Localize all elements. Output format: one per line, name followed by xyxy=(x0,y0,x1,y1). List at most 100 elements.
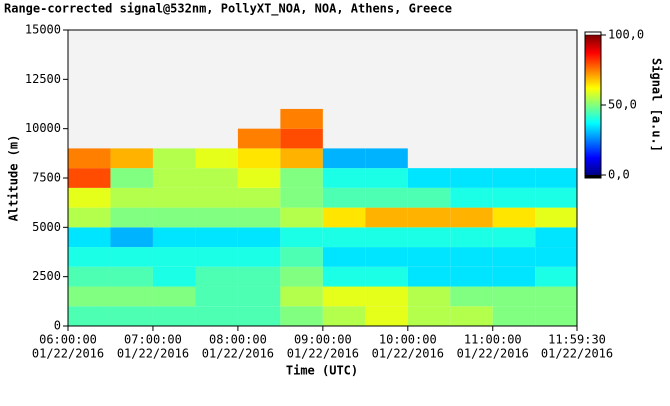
heatmap-cell xyxy=(68,168,111,188)
colorbar-step xyxy=(585,171,601,174)
heatmap-cell xyxy=(195,286,238,307)
colorbar-step xyxy=(585,57,601,60)
y-axis-label: Altitude (m) xyxy=(7,135,21,222)
heatmap-cell xyxy=(237,128,281,149)
x-tick-label: 09:00:00 xyxy=(294,333,352,347)
x-tick-date: 01/22/2016 xyxy=(541,347,613,361)
colorbar-step xyxy=(585,87,601,90)
colorbar-step xyxy=(585,159,601,162)
colorbar-tick-label: 0,0 xyxy=(608,168,630,182)
heatmap-cell xyxy=(110,247,153,267)
heatmap-cell xyxy=(365,148,408,169)
colorbar-tick-label: 50,0 xyxy=(608,98,637,112)
heatmap-cell xyxy=(322,286,366,307)
heatmap-cell xyxy=(68,266,111,287)
heatmap-cell xyxy=(365,266,408,287)
heatmap-cell xyxy=(365,286,408,307)
colorbar-step xyxy=(585,107,601,110)
heatmap-cell xyxy=(450,187,493,208)
y-tick-label: 15000 xyxy=(25,23,61,37)
colorbar-step xyxy=(585,67,601,70)
heatmap-cell xyxy=(237,207,281,228)
colorbar-step xyxy=(585,47,601,50)
colorbar-step xyxy=(585,61,601,64)
heatmap-cell xyxy=(68,227,111,248)
y-tick-label: 10000 xyxy=(25,121,61,135)
colorbar-step xyxy=(585,39,601,42)
colorbar-step xyxy=(585,113,601,116)
colorbar-step xyxy=(585,133,601,136)
colorbar-step xyxy=(585,77,601,80)
heatmap-cell xyxy=(195,187,238,208)
heatmap-cell xyxy=(322,227,366,248)
colorbar-step xyxy=(585,83,601,86)
colorbar-step xyxy=(585,79,601,82)
heatmap-cell xyxy=(535,168,577,188)
heatmap-cell xyxy=(237,266,281,287)
heatmap-cell xyxy=(280,168,323,188)
heatmap-cell xyxy=(407,168,451,188)
heatmap-cell xyxy=(195,227,238,248)
colorbar-tick-label: 100,0 xyxy=(608,28,644,42)
heatmap-cell xyxy=(195,168,238,188)
heatmap-cell xyxy=(450,227,493,248)
heatmap-cell xyxy=(407,227,451,248)
colorbar-step xyxy=(585,91,601,94)
x-tick-date: 01/22/2016 xyxy=(117,347,189,361)
colorbar-step xyxy=(585,125,601,128)
heatmap-cell xyxy=(407,306,451,326)
colorbar-step xyxy=(585,163,601,166)
colorbar-step xyxy=(585,81,601,84)
heatmap-cell xyxy=(322,266,366,287)
colorbar-step xyxy=(585,143,601,146)
y-tick-label: 7500 xyxy=(32,171,61,185)
colorbar-step xyxy=(585,165,601,168)
colorbar-step xyxy=(585,37,601,40)
colorbar-step xyxy=(585,139,601,142)
heatmap-cell xyxy=(152,306,196,326)
heatmap-cell xyxy=(152,266,196,287)
heatmap-cell xyxy=(535,187,577,208)
heatmap-cell xyxy=(237,187,281,208)
heatmap-cell xyxy=(492,306,536,326)
heatmap-cell xyxy=(195,306,238,326)
heatmap-cell xyxy=(365,168,408,188)
heatmap-cell xyxy=(237,286,281,307)
heatmap-cell xyxy=(195,207,238,228)
colorbar-step xyxy=(585,129,601,132)
x-tick-label: 07:00:00 xyxy=(124,333,182,347)
heatmap-cell xyxy=(492,286,536,307)
colorbar-step xyxy=(585,95,601,98)
heatmap-cell xyxy=(492,247,536,267)
heatmap-cell xyxy=(492,187,536,208)
heatmap-cell xyxy=(237,247,281,267)
heatmap-cell xyxy=(407,286,451,307)
x-tick-date: 01/22/2016 xyxy=(287,347,359,361)
heatmap-cell xyxy=(195,148,238,169)
heatmap-cell xyxy=(535,207,577,228)
heatmap-cell xyxy=(280,286,323,307)
colorbar-step xyxy=(585,93,601,96)
heatmap-cell xyxy=(68,148,111,169)
heatmap-cell xyxy=(110,168,153,188)
heatmap-cell xyxy=(152,148,196,169)
heatmap-cell xyxy=(110,187,153,208)
colorbar-step xyxy=(585,75,601,78)
heatmap-cell xyxy=(450,168,493,188)
heatmap-cell xyxy=(110,227,153,248)
colorbar-step xyxy=(585,59,601,62)
y-tick-label: 12500 xyxy=(25,72,61,86)
colorbar-step xyxy=(585,103,601,106)
heatmap-cell xyxy=(237,148,281,169)
heatmap-cell xyxy=(280,306,323,326)
heatmap-cell xyxy=(535,227,577,248)
colorbar-step xyxy=(585,69,601,72)
heatmap-cell xyxy=(322,168,366,188)
colorbar-step xyxy=(585,141,601,144)
colorbar-step xyxy=(585,127,601,130)
colorbar-step xyxy=(585,101,601,104)
heatmap-cell xyxy=(365,227,408,248)
heatmap-cell xyxy=(280,207,323,228)
heatmap-cell xyxy=(492,266,536,287)
